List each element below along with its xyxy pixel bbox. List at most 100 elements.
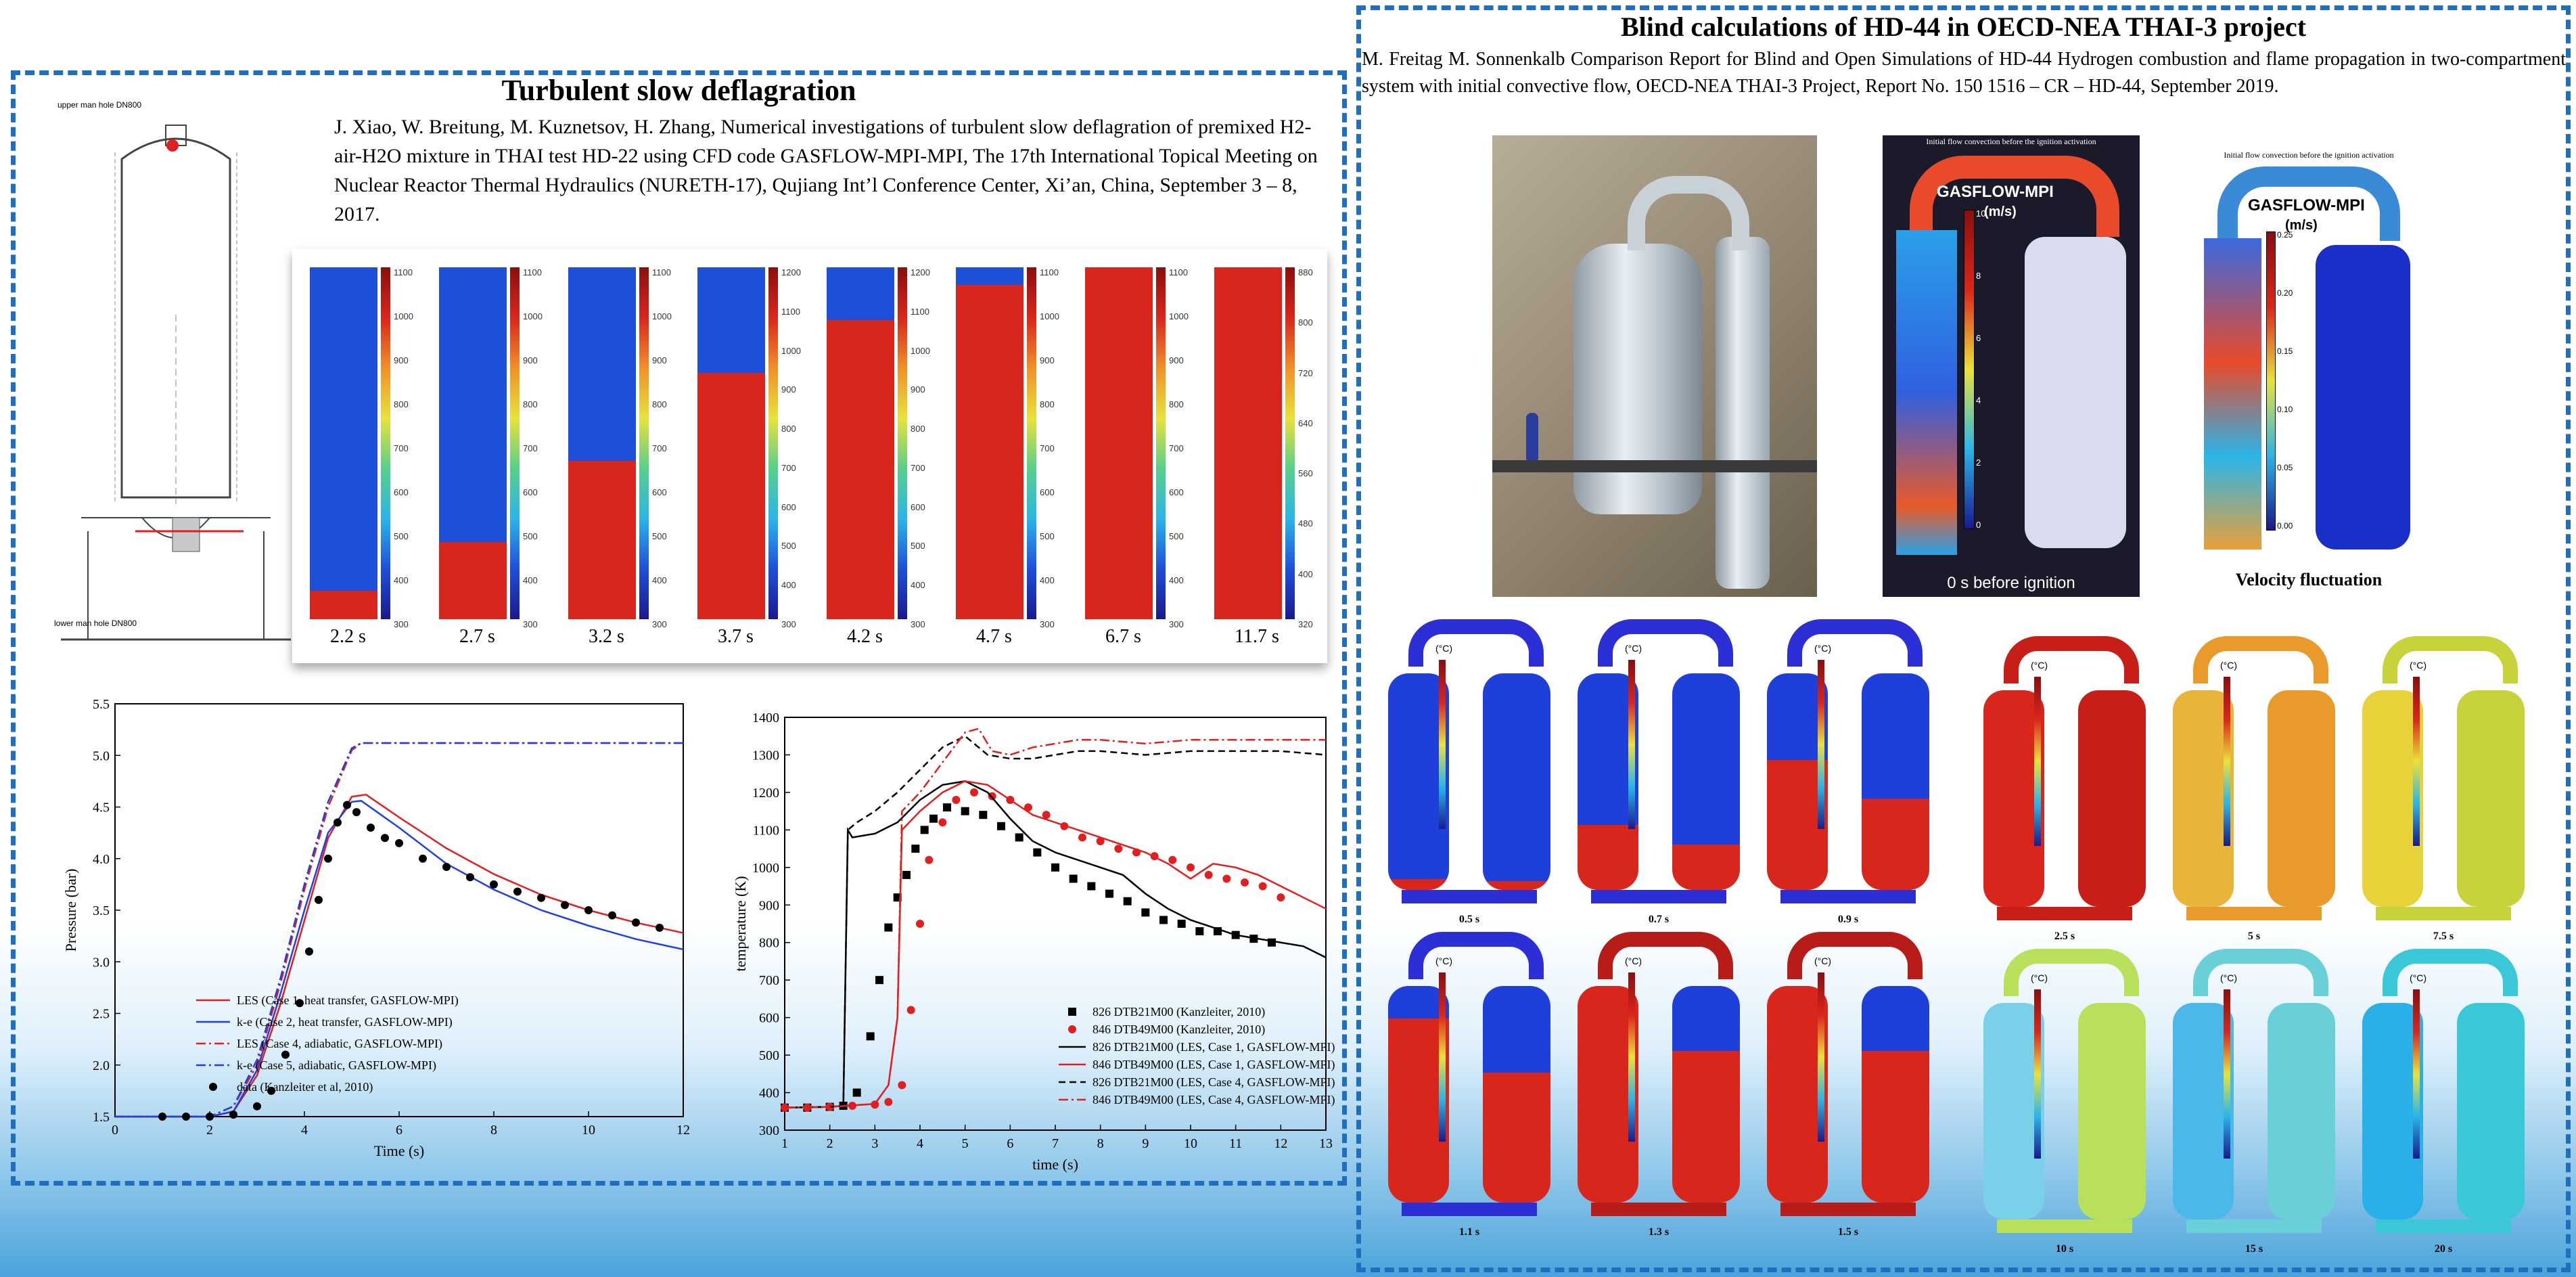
snapshot-tick: 700: [523, 443, 538, 453]
data-point: [1159, 916, 1168, 924]
data-point: [1204, 870, 1213, 879]
series-line: [784, 727, 1326, 1108]
series-line: [115, 742, 683, 1118]
data-point: [961, 807, 969, 815]
snapshot-time: 2.7 s: [459, 626, 495, 647]
cfd-bottom-pipe: [1591, 890, 1726, 903]
legend-label: k-e (Case 2, heat transfer, GASFLOW-MPI): [237, 1015, 453, 1029]
temperature-chart: 1 2 3 4 5 6 7 8 9 10 11 12 1330040050060070080090010…: [732, 711, 1335, 1173]
legend-label: LES (Case 4, adiabatic, GASFLOW-MPI): [237, 1037, 442, 1051]
data-point: [490, 880, 498, 889]
snapshot-field: [568, 267, 636, 619]
legend-label: 826 DTB21M00 (LES, Case 4, GASFLOW-MPI): [1092, 1075, 1335, 1090]
data-point: [229, 1110, 237, 1119]
snapshot-tick: 700: [911, 462, 925, 473]
data-point: [884, 923, 893, 932]
legend-label: 826 DTB21M00 (Kanzleiter, 2010): [1092, 1005, 1265, 1019]
snapshot-ticks: 1100 1000 900 800 700 600 500 400 300: [652, 267, 672, 629]
snapshot-tick: 500: [523, 531, 538, 541]
snapshot: 1200 1100 1000 900 800 700 600 500 400 300: [697, 267, 816, 629]
snapshot-colorbar: [898, 267, 907, 619]
cfd-bottom-pipe: [2376, 1219, 2511, 1233]
cfd-snapshot: (°C): [2362, 636, 2525, 927]
cfd-pipe: [2193, 636, 2328, 684]
snapshot-tick: 1100: [523, 267, 542, 277]
x-tick-label: 12: [1274, 1136, 1287, 1151]
data-point: [656, 923, 664, 932]
y-tick-label: 300: [759, 1123, 779, 1138]
y-tick-label: 400: [759, 1086, 779, 1101]
snapshot-ticks: 880 800 720 640 560 480 400 320: [1298, 267, 1313, 629]
snapshot: 1100 1000 900 800 700 600 500 400 300: [1085, 267, 1203, 629]
cfd-colorbar: [2413, 677, 2420, 846]
flow2-left-vessel: [2204, 238, 2261, 550]
x-tick-label: 3: [871, 1136, 878, 1151]
x-tick-label: 7: [1052, 1136, 1059, 1151]
cfd-unit: (°C): [2220, 972, 2238, 983]
cfd-bottom-pipe: [1591, 1203, 1726, 1216]
pressure-chart: 0 2 4 6 8 10 12 1.5 2.0 2.5 3.0 3.5 4.0 4.5 5.0 5.5 Time…: [62, 697, 690, 1159]
data-point: [1024, 803, 1032, 812]
legend-marker: [1068, 1008, 1076, 1016]
cfd-snapshot: (°C): [1388, 619, 1550, 910]
snapshot-tick: 900: [652, 355, 667, 365]
snapshot-tick: 320: [1298, 619, 1313, 629]
y-tick-label: 800: [759, 936, 779, 951]
colorbar-tick: 6: [1976, 333, 1981, 343]
cfd-snapshot: (°C): [1767, 932, 1929, 1223]
data-point: [1241, 878, 1249, 887]
snapshot-tick: 300: [652, 619, 667, 629]
snapshot-tick: 1100: [781, 306, 800, 317]
cfd-colorbar: [2413, 989, 2420, 1159]
snapshot-tick: 800: [1169, 399, 1184, 409]
flow1-unit: (m/s): [1984, 204, 2017, 219]
y-tick-label: 1200: [752, 786, 779, 801]
snapshot-tick: 1100: [394, 267, 413, 277]
colorbar-tick: 2: [1976, 457, 1981, 468]
flow2-right-vessel: [2316, 245, 2410, 550]
snapshot-tick: 500: [394, 531, 409, 541]
series-line: [784, 780, 1327, 1108]
data-point: [1141, 908, 1150, 917]
snapshot-tick: 800: [1298, 317, 1313, 328]
cfd-snapshot: (°C): [1578, 932, 1740, 1223]
y-tick-label: 1.5: [93, 1110, 110, 1125]
x-tick-label: 4: [301, 1123, 308, 1138]
legend-label: 826 DTB21M00 (LES, Case 1, GASFLOW-MPI): [1092, 1040, 1335, 1054]
cfd-unit: (°C): [2410, 972, 2427, 983]
y-tick-label: 3.0: [93, 955, 110, 970]
snapshot-tick: 1000: [911, 345, 930, 356]
data-point: [305, 947, 313, 956]
x-tick-label: 10: [582, 1123, 595, 1138]
snapshot-tick: 400: [523, 575, 538, 585]
data-point: [875, 976, 883, 985]
data-point: [632, 918, 640, 927]
data-point: [898, 1081, 906, 1090]
vessel-drawing: upper man hole DN800 lower man hole DN80…: [54, 100, 291, 641]
cfd-colorbar: [1628, 972, 1635, 1142]
flow2-unit: (m/s): [2285, 218, 2318, 233]
left-panel: [11, 70, 1347, 1186]
data-point: [916, 920, 924, 928]
data-point: [281, 1050, 290, 1059]
cfd-colorbar: [1818, 660, 1824, 829]
y-tick-label: 2.0: [93, 1058, 110, 1073]
snapshot-tick: 1000: [394, 311, 413, 321]
snapshot-tick: 700: [781, 462, 796, 473]
snapshot-time: 2.2 s: [330, 626, 366, 647]
legend-label: k-e (Case 5, adiabatic, GASFLOW-MPI): [237, 1058, 436, 1073]
data-point: [884, 1098, 893, 1106]
data-point: [1078, 833, 1086, 842]
snapshot-tick: 1000: [1169, 311, 1189, 321]
x-tick-label: 5: [962, 1136, 969, 1151]
flow1-right-vessel: [2025, 237, 2126, 548]
snapshot-tick: 400: [1169, 575, 1184, 585]
snapshot-tick: 560: [1298, 468, 1313, 479]
x-tick-label: 2: [827, 1136, 833, 1151]
flow1-code: GASFLOW-MPI: [1937, 183, 2054, 201]
data-point: [158, 1113, 166, 1121]
data-point: [419, 854, 427, 863]
cfd-pipe: [1598, 619, 1733, 667]
snapshot-ticks: 1200 1100 1000 900 800 700 600 500 400 300: [781, 267, 801, 629]
cfd-right-vessel: [1672, 673, 1740, 890]
